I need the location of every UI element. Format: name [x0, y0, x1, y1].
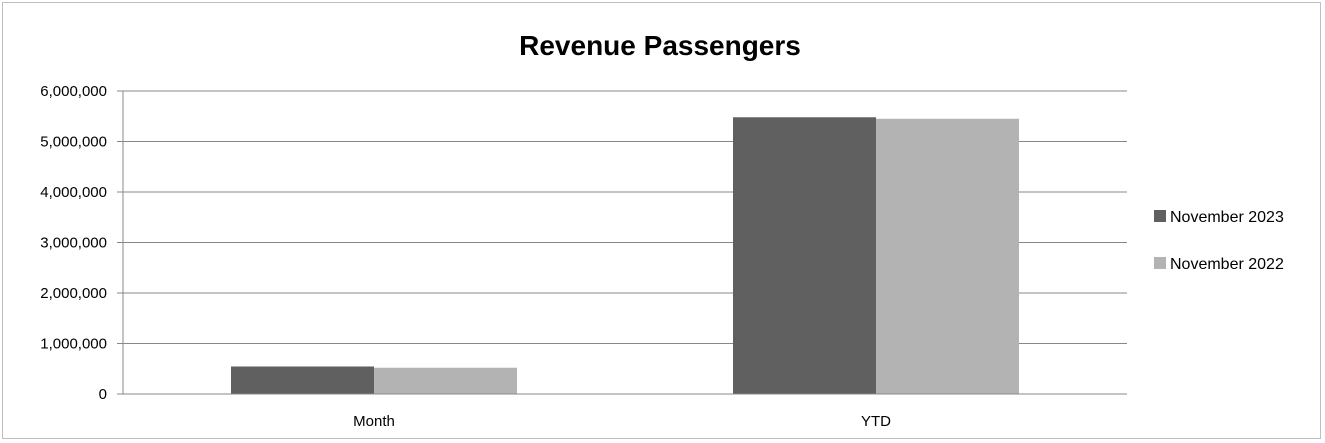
legend-label: November 2022 — [1170, 256, 1284, 273]
legend: November 2023 November 2022 — [1154, 209, 1284, 273]
y-tick-label: 2,000,000 — [40, 285, 107, 302]
y-tick-label: 3,000,000 — [40, 235, 107, 252]
bar-november-2022-ytd — [876, 118, 1019, 395]
y-tick-label: 4,000,000 — [40, 184, 107, 201]
legend-swatch — [1154, 257, 1166, 269]
bar-november-2023-ytd — [733, 117, 876, 394]
y-tick-label: 0 — [99, 386, 107, 403]
y-tick-label: 5,000,000 — [40, 134, 107, 151]
y-tick-label: 1,000,000 — [40, 336, 107, 353]
y-axis-ticks: 0 1,000,000 2,000,000 3,000,000 4,000,000 5,0… — [40, 83, 107, 403]
bar-november-2023-month — [231, 366, 374, 394]
y-tick-label: 6,000,000 — [40, 83, 107, 100]
chart-title: Revenue Passengers — [519, 30, 801, 61]
x-axis: Month YTD — [123, 393, 1127, 430]
legend-label: November 2023 — [1170, 209, 1284, 226]
bar-november-2022-month — [374, 367, 517, 394]
legend-swatch — [1154, 210, 1166, 222]
bars — [231, 117, 1019, 395]
x-tick-label: YTD — [861, 413, 891, 430]
x-tick-label: Month — [353, 413, 395, 430]
